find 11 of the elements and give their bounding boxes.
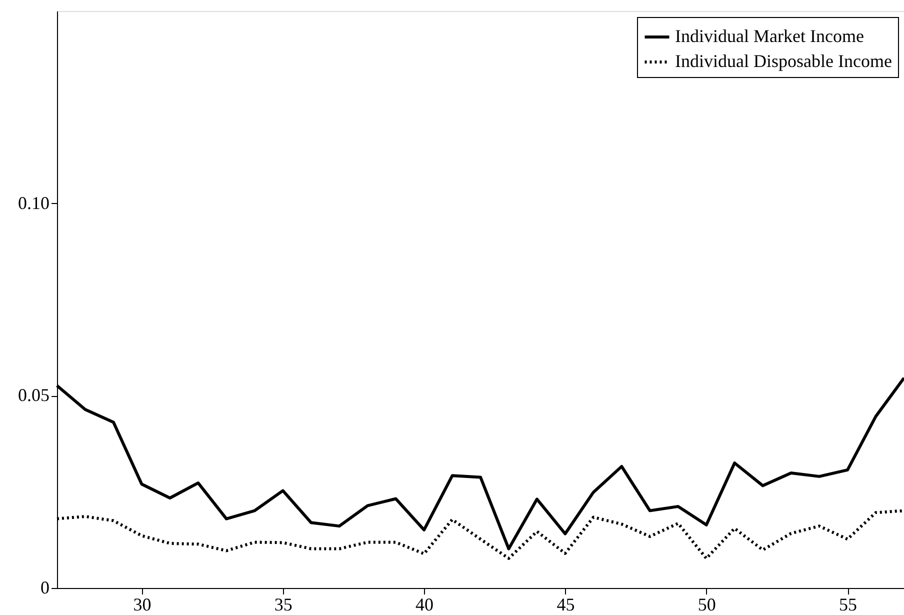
y-tick-label: 0: [40, 578, 50, 598]
x-tick-label: 30: [133, 594, 152, 614]
legend-label: Individual Disposable Income: [675, 51, 892, 71]
legend-label: Individual Market Income: [675, 26, 864, 46]
y-tick-label: 0.10: [18, 192, 50, 213]
x-tick-label: 45: [556, 594, 575, 614]
y-tick-label: 0.05: [18, 385, 50, 406]
x-tick-label: 50: [698, 594, 716, 614]
x-tick-label: 55: [839, 594, 858, 614]
x-tick-label: 40: [416, 594, 434, 614]
x-tick-label: 35: [274, 594, 292, 614]
